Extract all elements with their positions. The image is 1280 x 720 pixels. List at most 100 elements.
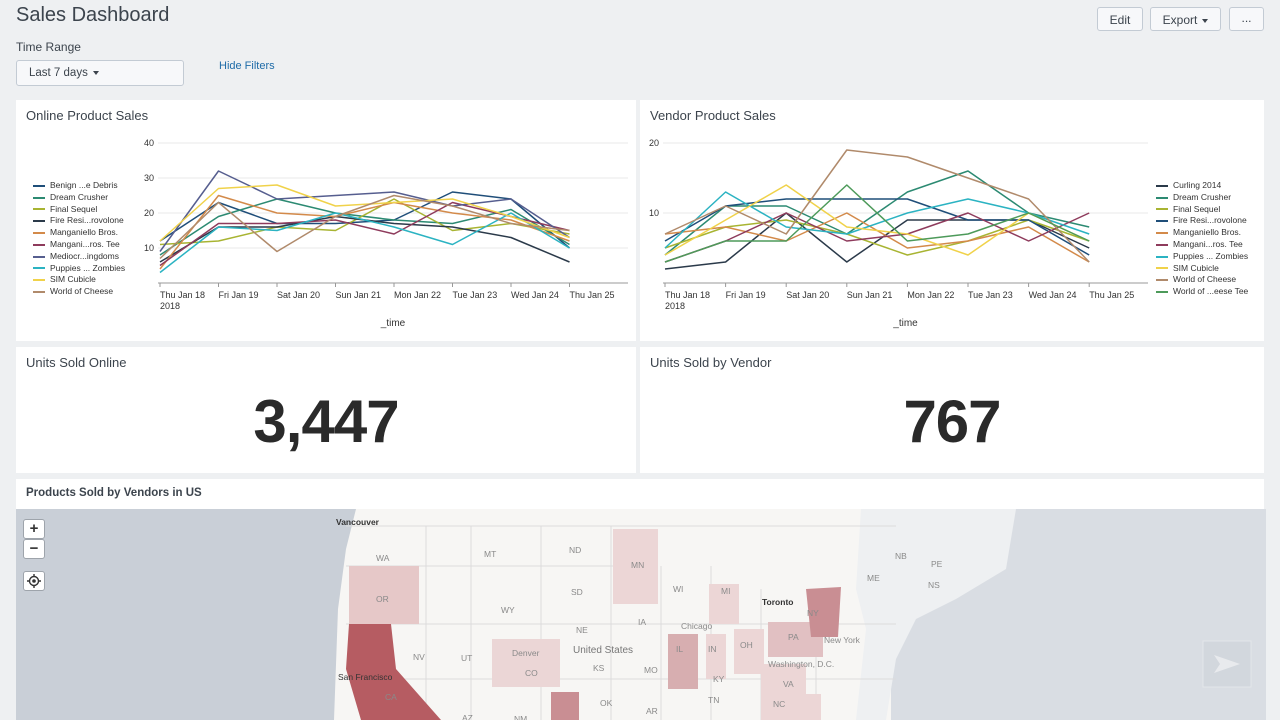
legend-label: World of ...eese Tee [1173, 286, 1249, 297]
legend-item[interactable]: World of Cheese [33, 286, 125, 298]
legend-item[interactable]: Dream Crusher [1156, 192, 1248, 204]
map-label: TN [708, 695, 719, 705]
legend-item[interactable]: SIM Cubicle [1156, 263, 1248, 275]
x-tick-label: Sat Jan 20 [786, 290, 829, 300]
locate-button[interactable] [23, 571, 45, 591]
legend-label: Final Sequel [1173, 203, 1221, 214]
series-line [664, 219, 1090, 256]
legend-swatch [33, 279, 45, 282]
legend-label: SIM Cubicle [1173, 262, 1219, 273]
legend-label: World of Cheese [1173, 274, 1237, 285]
map-label: NE [576, 625, 588, 635]
legend-swatch [33, 290, 45, 293]
time-range-label: Time Range [16, 40, 81, 54]
legend-label: World of Cheese [50, 286, 114, 297]
time-range-value: Last 7 days [29, 67, 88, 79]
legend-label: Puppies ... Zombies [1173, 250, 1249, 261]
legend-label: Benign ...e Debris [50, 180, 118, 190]
x-tick-label: Thu Jan 25 [570, 290, 615, 300]
legend-label: Dream Crusher [1173, 191, 1232, 202]
zoom-in-button[interactable]: + [23, 519, 45, 539]
map-label: IL [676, 644, 683, 654]
legend-item[interactable]: Mangani...ros. Tee [33, 239, 125, 251]
legend-item[interactable]: Fire Resi...rovolone [1156, 215, 1248, 227]
legend-item[interactable]: World of Cheese [1156, 274, 1248, 286]
series-line [159, 194, 570, 260]
legend-swatch [1156, 290, 1168, 293]
legend-item[interactable]: Puppies ... Zombies [1156, 251, 1248, 263]
legend-swatch [33, 267, 45, 270]
hide-filters-link[interactable]: Hide Filters [219, 60, 275, 72]
legend-item[interactable]: Puppies ... Zombies [33, 263, 125, 275]
legend-item[interactable]: Final Sequel [1156, 204, 1248, 216]
map-label: NY [807, 608, 819, 618]
x-tick-label: Mon Jan 22 [907, 290, 954, 300]
map-label: United States [573, 645, 633, 656]
legend-swatch [1156, 220, 1168, 223]
map-label: ME [867, 573, 880, 583]
legend-item[interactable]: Benign ...e Debris [33, 180, 125, 192]
legend-label: Manganiello Bros. [50, 227, 119, 238]
legend-swatch [33, 243, 45, 246]
legend-label: Puppies ... Zombies [50, 262, 126, 273]
more-actions-button[interactable]: ... [1229, 7, 1264, 31]
map-label: NC [773, 699, 785, 709]
caret-down-icon [92, 70, 99, 75]
series-line [159, 184, 570, 242]
legend-item[interactable]: Mediocr...ingdoms [33, 251, 125, 263]
x-tick-label: Thu Jan 18 2018 [160, 290, 205, 311]
legend-item[interactable]: Manganiello Bros. [33, 227, 125, 239]
map-label: NV [413, 652, 425, 662]
legend-item[interactable]: Manganiello Bros. [1156, 227, 1248, 239]
edit-button[interactable]: Edit [1097, 7, 1143, 31]
legend-swatch [1156, 279, 1168, 282]
legend-label: SIM Cubicle [50, 274, 96, 285]
series-line [664, 184, 1090, 256]
export-button[interactable]: Export [1150, 7, 1221, 31]
vendor-sales-panel: Vendor Product Sales Curling 2014 Dream C… [640, 100, 1264, 341]
x-tick-label: Sat Jan 20 [277, 290, 320, 300]
series-line [664, 184, 1090, 263]
series-line [664, 212, 1090, 263]
legend-item[interactable]: Fire Resi...rovolone [33, 215, 125, 227]
legend-swatch [1156, 255, 1168, 258]
legend-item[interactable]: Mangani...ros. Tee [1156, 239, 1248, 251]
map-label: Washington, D.C. [768, 659, 834, 669]
time-range-dropdown[interactable]: Last 7 days [16, 60, 184, 86]
map-label: MT [484, 549, 496, 559]
map-label: Denver [512, 648, 540, 658]
vendor-sales-chart: 10 20 Thu Jan 18 2018 Fri Jan 19 Sat Jan 20 Su… [649, 138, 1148, 329]
map-label: NM [514, 714, 527, 720]
x-tick-label: Sun Jan 21 [847, 290, 893, 300]
legend-item[interactable]: Final Sequel [33, 204, 125, 216]
us-choropleth-map[interactable]: Vancouver WA MT ND MN WI MI OR WY SD IA … [16, 509, 1266, 720]
y-tick-label: 20 [649, 138, 659, 148]
x-tick-label: Mon Jan 22 [394, 290, 441, 300]
crosshair-icon [27, 574, 41, 588]
legend-item[interactable]: SIM Cubicle [33, 274, 125, 286]
map-label: MO [644, 665, 658, 675]
map-label: New York [824, 635, 861, 645]
y-tick-label: 10 [144, 243, 154, 253]
online-sales-chart: 10 20 30 40 Thu Jan 18 2018 Fri Jan 19 Sat Jan … [144, 138, 628, 329]
x-tick-label: Tue Jan 23 [453, 290, 498, 300]
x-tick-label: Fri Jan 19 [726, 290, 766, 300]
units-online-panel: Units Sold Online 3,447 [16, 347, 636, 473]
map-label: PE [931, 559, 943, 569]
legend-swatch [1156, 196, 1168, 199]
legend-item[interactable]: Curling 2014 [1156, 180, 1248, 192]
x-tick-label: Wed Jan 24 [511, 290, 559, 300]
map-label: OH [740, 640, 753, 650]
legend-swatch [1156, 267, 1168, 270]
legend-swatch [33, 208, 45, 211]
zoom-out-button[interactable]: − [23, 539, 45, 559]
y-tick-label: 20 [144, 208, 154, 218]
legend-label: Dream Crusher [50, 191, 109, 202]
legend-item[interactable]: World of ...eese Tee [1156, 286, 1248, 298]
map-label: CO [525, 668, 538, 678]
map-label: WI [673, 584, 683, 594]
legend-swatch [1156, 243, 1168, 246]
legend-item[interactable]: Dream Crusher [33, 192, 125, 204]
map-label: PA [788, 632, 799, 642]
map-label: WA [376, 553, 390, 563]
